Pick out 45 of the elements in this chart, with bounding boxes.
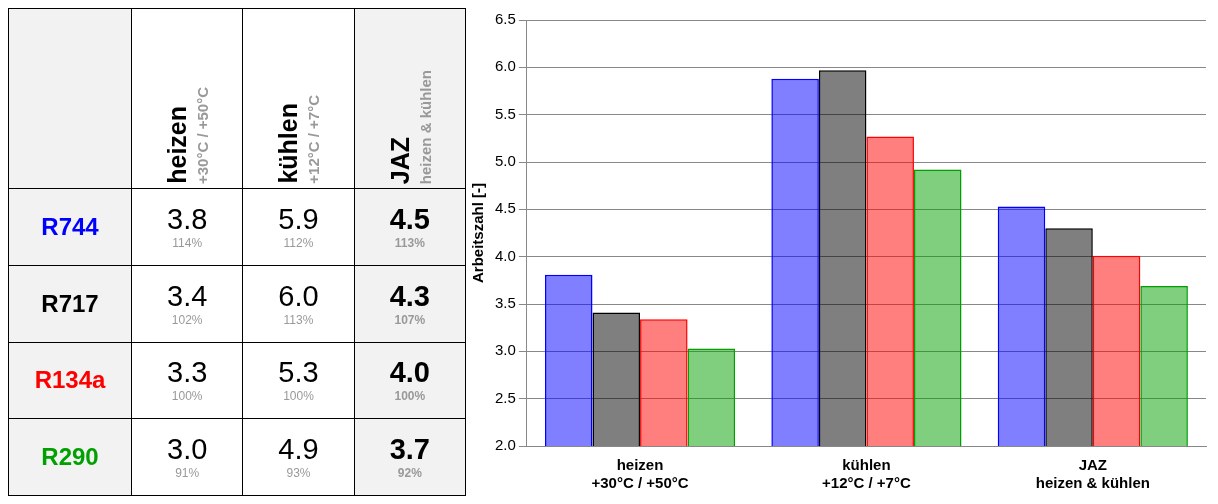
text: 114% — [171, 235, 204, 250]
text: 107% — [393, 312, 427, 327]
text: 100% — [393, 389, 427, 404]
category-label: JAZ heizen & kühlen — [385, 69, 434, 184]
text: 113% — [393, 235, 426, 250]
y-tick-label: 5.0 — [494, 152, 516, 170]
text: 102% — [170, 312, 204, 327]
text: 113% — [282, 312, 315, 327]
text: 100% — [170, 389, 204, 404]
category-label: heizen +30°C / +50°C — [163, 86, 212, 184]
text: 3.3 — [167, 356, 208, 389]
text: 92% — [396, 466, 423, 481]
text: 100% — [282, 389, 315, 404]
text: 3.7 — [389, 433, 430, 466]
text: 4.5 — [389, 202, 430, 235]
y-tick-label: 4.0 — [494, 246, 516, 264]
text: 4.3 — [389, 279, 430, 312]
y-tick-label: 3.5 — [494, 294, 516, 312]
text: 4.9 — [278, 433, 319, 466]
y-tick-label: 6.0 — [494, 57, 516, 75]
text: 112% — [282, 235, 315, 250]
text: 91% — [174, 466, 201, 481]
x-tick-label: heizen +30°C / +50°C — [591, 456, 689, 492]
text: 3.4 — [167, 279, 208, 312]
y-axis-title: Arbeitszahl [-] — [469, 182, 487, 284]
y-tick-label: 5.5 — [494, 104, 516, 122]
x-tick-label: JAZ heizen & kühlen — [1035, 456, 1150, 492]
category-label: R744 — [41, 212, 99, 240]
text: 5.9 — [278, 202, 319, 235]
category-label: R134a — [34, 366, 106, 394]
category-label: kühlen +12°C / +7°C — [274, 95, 323, 184]
text: 3.0 — [167, 433, 208, 466]
text: 4.0 — [389, 356, 430, 389]
text: 3.8 — [167, 202, 208, 235]
y-tick-label: 2.5 — [494, 388, 516, 406]
category-label: R717 — [41, 289, 99, 317]
y-tick-label: 6.5 — [494, 10, 516, 28]
text: 5.3 — [278, 356, 319, 389]
y-tick-label: 4.5 — [494, 199, 516, 217]
category-label: R290 — [41, 443, 99, 471]
x-tick-label: kühlen +12°C / +7°C — [822, 456, 911, 492]
y-tick-label: 3.0 — [494, 341, 516, 359]
y-tick-label: 2.0 — [494, 436, 516, 454]
text: 6.0 — [278, 279, 319, 312]
text: 93% — [285, 466, 312, 481]
